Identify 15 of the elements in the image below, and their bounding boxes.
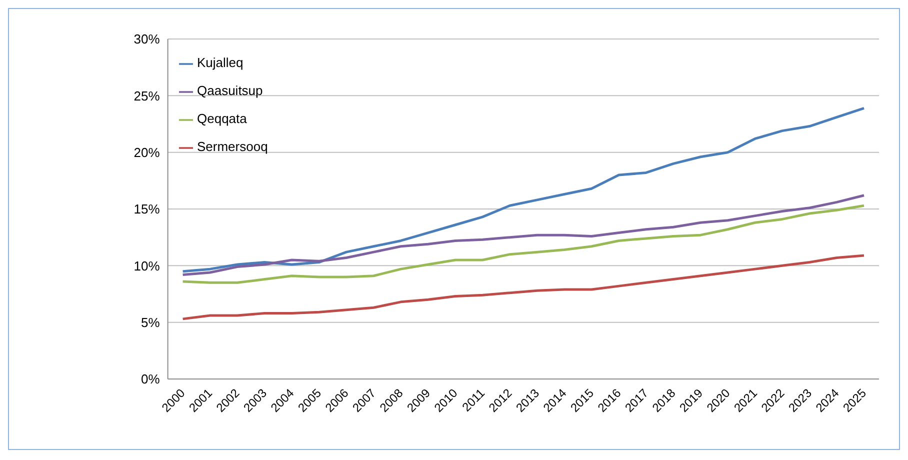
y-tick-label: 10% — [134, 258, 160, 274]
y-tick-label: 20% — [134, 144, 160, 160]
line-series — [182, 106, 866, 273]
legend-label: Sermersooq — [197, 139, 268, 154]
line-series — [182, 194, 866, 276]
legend-label: Qeqqata — [197, 111, 247, 126]
y-tick-label: 15% — [134, 202, 160, 217]
y-tick-label: 25% — [134, 88, 160, 104]
line-series — [182, 254, 866, 320]
y-tick-label: 5% — [141, 314, 160, 330]
legend-label: Kujalleq — [197, 55, 244, 70]
y-tick-label: 0% — [141, 372, 160, 387]
line-series — [182, 204, 866, 284]
y-tick-label: 30% — [134, 32, 160, 47]
legend-label: Qaasuitsup — [197, 83, 263, 98]
